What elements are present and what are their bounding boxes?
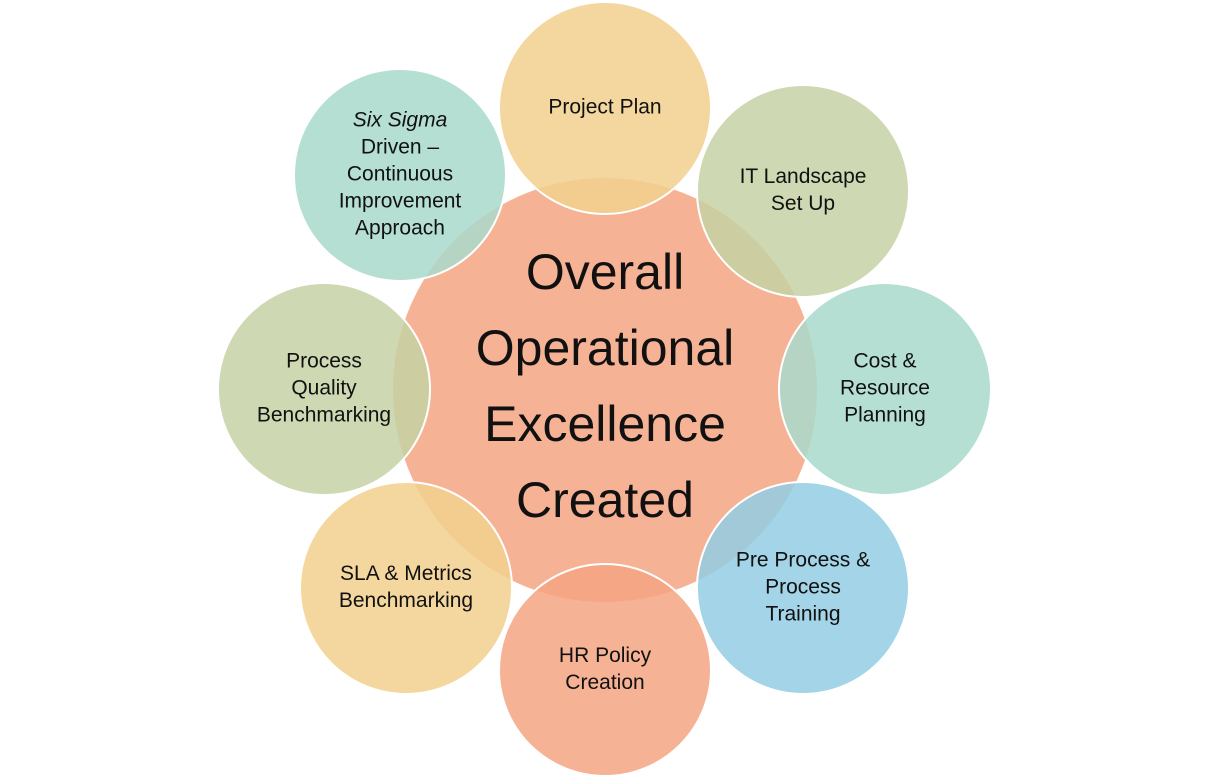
node-label-cost-resource: Cost & Resource Planning — [840, 350, 930, 427]
node-sla-metrics: SLA & Metrics Benchmarking — [299, 481, 513, 695]
node-label-six-sigma-line: Continuous — [347, 163, 453, 186]
node-label-six-sigma-line: Improvement — [339, 190, 462, 213]
center-label: Overall Operational Excellence Created — [476, 244, 735, 528]
node-label-it-landscape: IT Landscape Set Up — [740, 165, 867, 215]
node-project-plan: Project Plan — [498, 1, 712, 215]
node-label-pre-process: Pre Process & Process Training — [736, 549, 870, 626]
node-label-it-landscape-line: IT Landscape — [740, 165, 867, 188]
node-label-six-sigma: Six Sigma Driven – Continuous Improvement Ap… — [339, 109, 462, 240]
outer-nodes: Project Plan IT Landscape Set Up Cost & Reso… — [217, 1, 992, 777]
node-label-hr-policy-line: HR Policy — [559, 644, 652, 667]
node-process-quality: Process Quality Benchmarking — [217, 282, 431, 496]
node-circle-six-sigma — [293, 68, 507, 282]
node-label-process-quality-line: Quality — [291, 377, 357, 400]
node-label-process-quality-line: Benchmarking — [257, 404, 391, 427]
node-label-cost-resource-line: Resource — [840, 377, 930, 400]
node-label-pre-process-line: Pre Process & — [736, 549, 870, 572]
center-label-line: Created — [516, 472, 694, 528]
node-label-cost-resource-line: Planning — [844, 404, 926, 427]
node-label-project-plan-line: Project Plan — [548, 96, 661, 119]
node-circle-sla-metrics — [299, 481, 513, 695]
node-circle-hr-policy — [498, 563, 712, 777]
node-label-it-landscape-line: Set Up — [771, 192, 835, 215]
node-label-project-plan: Project Plan — [548, 96, 661, 119]
node-circle-it-landscape — [696, 84, 910, 298]
node-label-process-quality: Process Quality Benchmarking — [257, 350, 391, 427]
node-label-sla-metrics: SLA & Metrics Benchmarking — [339, 562, 473, 612]
node-it-landscape: IT Landscape Set Up — [696, 84, 910, 298]
center-label-line: Excellence — [484, 396, 726, 452]
node-cost-resource: Cost & Resource Planning — [778, 282, 992, 496]
node-circle-project-plan — [498, 1, 712, 215]
node-label-hr-policy-line: Creation — [565, 671, 644, 694]
node-label-six-sigma-line: Six Sigma — [353, 109, 448, 132]
node-label-pre-process-line: Process — [765, 576, 841, 599]
node-pre-process: Pre Process & Process Training — [696, 481, 910, 695]
node-six-sigma: Six Sigma Driven – Continuous Improvement Ap… — [293, 68, 507, 282]
center-label-line: Operational — [476, 320, 735, 376]
node-circle-cost-resource — [778, 282, 992, 496]
node-label-cost-resource-line: Cost & — [853, 350, 916, 373]
node-label-six-sigma-line: Driven – — [361, 136, 440, 159]
node-label-six-sigma-line: Approach — [355, 217, 445, 240]
node-hr-policy: HR Policy Creation — [498, 563, 712, 777]
node-label-pre-process-line: Training — [765, 603, 840, 626]
node-label-process-quality-line: Process — [286, 350, 362, 373]
node-circle-process-quality — [217, 282, 431, 496]
center-label-line: Overall — [526, 244, 684, 300]
node-label-sla-metrics-line: Benchmarking — [339, 589, 473, 612]
node-label-sla-metrics-line: SLA & Metrics — [340, 562, 472, 585]
node-label-hr-policy: HR Policy Creation — [559, 644, 652, 694]
node-circle-pre-process — [696, 481, 910, 695]
